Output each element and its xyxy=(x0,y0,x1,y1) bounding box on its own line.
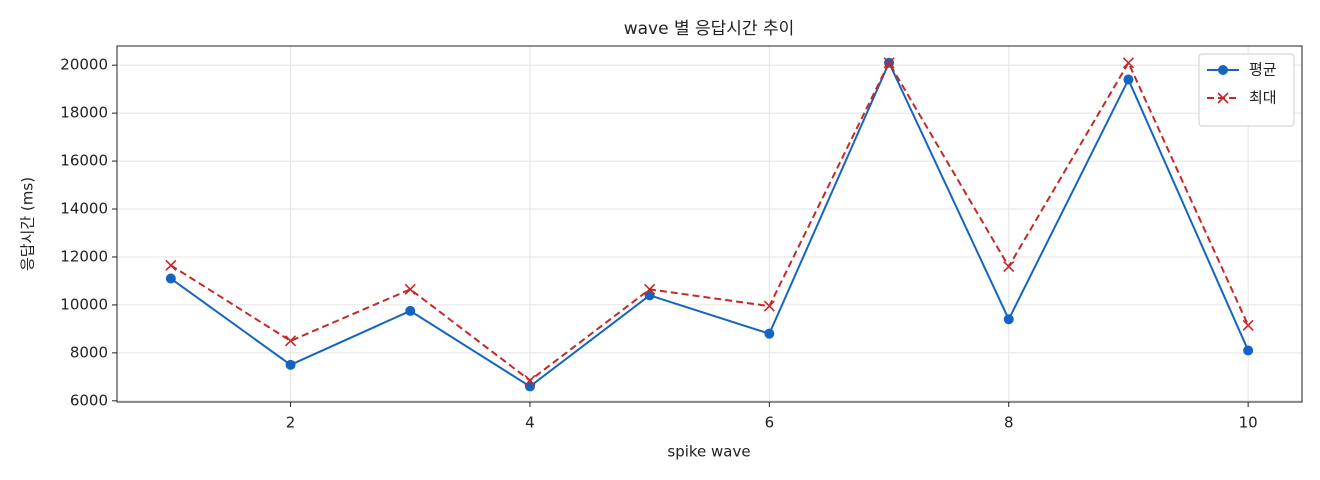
marker xyxy=(1218,65,1228,75)
marker-cross xyxy=(883,57,895,69)
x-axis-label: spike wave xyxy=(667,443,750,461)
marker-cross xyxy=(404,283,416,295)
marker xyxy=(404,283,416,295)
marker-cross xyxy=(1003,260,1015,273)
marker xyxy=(1243,345,1254,356)
y-tick-label: 12000 xyxy=(60,247,108,265)
marker xyxy=(1217,92,1229,104)
marker xyxy=(644,283,656,295)
y-tick-label: 14000 xyxy=(60,200,108,218)
marker-cross xyxy=(1242,319,1254,331)
marker xyxy=(165,259,177,271)
marker-cross xyxy=(644,283,656,295)
legend-box xyxy=(1198,53,1295,127)
marker xyxy=(883,57,895,69)
marker xyxy=(1003,260,1015,273)
x-tick-label: 10 xyxy=(1239,414,1258,432)
y-tick-label: 20000 xyxy=(60,56,108,74)
x-tick-label: 2 xyxy=(286,414,296,432)
marker xyxy=(1123,74,1134,85)
marker-cross xyxy=(1122,57,1135,69)
chart-title: wave 별 응답시간 추이 xyxy=(624,19,795,39)
marker-cross xyxy=(284,335,297,347)
marker xyxy=(284,335,297,347)
series-line xyxy=(170,60,1250,382)
marker xyxy=(1122,57,1135,69)
marker-cross xyxy=(763,300,775,312)
y-tick-label: 8000 xyxy=(70,343,108,361)
series-line xyxy=(170,60,1250,388)
y-tick-label: 6000 xyxy=(70,391,108,409)
marker xyxy=(405,305,416,316)
plot-frame xyxy=(116,45,1303,403)
legend-label: 최대 xyxy=(1249,89,1277,107)
x-tick-label: 8 xyxy=(1004,414,1014,432)
legend-label: 평균 xyxy=(1249,61,1277,79)
y-tick-label: 10000 xyxy=(60,295,108,313)
marker xyxy=(165,273,176,284)
y-tick-label: 18000 xyxy=(60,104,108,122)
marker-cross xyxy=(165,259,177,271)
y-axis-label: 응답시간 (ms) xyxy=(19,177,37,271)
marker xyxy=(1242,319,1254,331)
marker xyxy=(764,328,775,339)
marker xyxy=(763,300,775,312)
y-tick-label: 16000 xyxy=(60,152,108,170)
x-tick-label: 6 xyxy=(765,414,775,432)
marker xyxy=(524,374,536,386)
marker-cross xyxy=(524,374,536,386)
marker-cross xyxy=(1217,92,1229,104)
marker xyxy=(285,359,296,370)
x-tick-label: 4 xyxy=(525,414,535,432)
marker xyxy=(1003,314,1014,325)
